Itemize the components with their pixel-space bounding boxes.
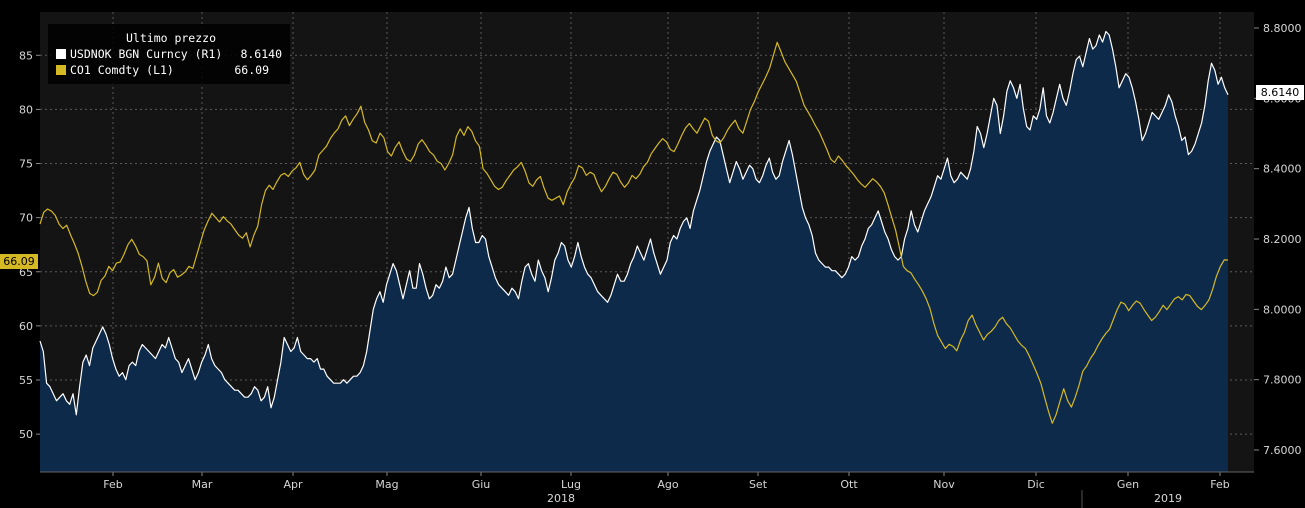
year-label-2018: 2018 [547,492,575,505]
x-tick-label: Mag [375,478,398,491]
legend-label-co1: CO1 Comdty (L1) [70,63,174,77]
x-tick-label: Ott [840,478,858,491]
right-tick-label: 8.0000 [1263,303,1302,316]
legend-box [48,24,290,84]
legend-value-usdnok: 8.6140 [240,47,282,61]
x-tick-label: Ago [657,478,679,491]
right-tick-label: 8.8000 [1263,22,1302,35]
legend-value-co1: 66.09 [234,63,269,77]
x-tick-label: Feb [103,478,122,491]
left-tick-label: 80 [19,103,33,116]
x-tick-label: Set [749,478,768,491]
x-tick-label: Apr [283,478,303,491]
right-tick-label: 8.2000 [1263,233,1302,246]
legend-title: Ultimo prezzo [126,31,216,45]
last-value-right-text: 8.6140 [1261,86,1300,99]
co1-line [39,41,1229,424]
right-tick-label: 8.4000 [1263,163,1302,176]
right-tick-label: 7.6000 [1263,444,1302,457]
left-tick-label: 75 [19,158,33,171]
x-tick-label: Giu [472,478,491,491]
x-tick-label: Mar [192,478,213,491]
last-value-left-text: 66.09 [3,255,35,268]
series-lines [39,30,1229,424]
left-tick-label: 55 [19,374,33,387]
left-tick-label: 60 [19,320,33,333]
x-tick-label: Dic [1027,478,1045,491]
legend-label-usdnok: USDNOK BGN Curncy (R1) [70,47,222,61]
left-tick-label: 65 [19,266,33,279]
x-axis: Feb Mar Apr Mag Giu Lug Ago Set Ott Nov Dic Gen Feb [103,472,1230,491]
usdnok-area-fill [40,31,1228,472]
usdnok-line [39,30,1229,416]
x-tick-label: Feb [1210,478,1229,491]
x-tick-label: Nov [933,478,955,491]
usdnok-area [40,31,1228,472]
left-tick-label: 70 [19,212,33,225]
year-label-2019: 2019 [1154,492,1182,505]
legend-swatch-co1 [56,65,66,75]
last-value-badge-left: 66.09 [0,254,38,269]
right-tick-label: 7.8000 [1263,374,1302,387]
x-tick-label: Gen [1117,478,1139,491]
left-tick-label: 50 [19,428,33,441]
legend-swatch-usdnok [56,49,66,59]
last-value-badge-right: 8.6140 [1256,85,1304,100]
x-tick-label: Lug [561,478,581,491]
legend: Ultimo prezzo USDNOK BGN Curncy (R1) 8.6… [48,24,290,84]
left-axis: 85 80 75 70 65 60 55 50 [19,49,40,441]
left-tick-label: 85 [19,49,33,62]
